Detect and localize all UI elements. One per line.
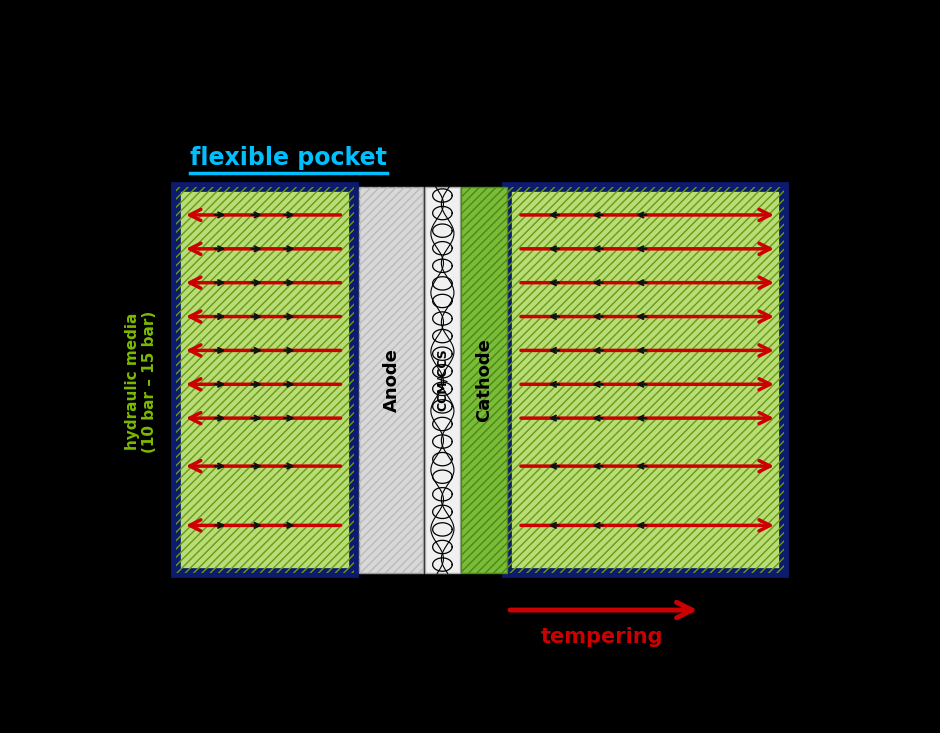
Bar — [176, 187, 354, 573]
Bar — [462, 187, 507, 573]
Bar — [508, 187, 784, 573]
Bar — [508, 187, 784, 573]
Bar — [462, 187, 507, 573]
Bar — [359, 187, 423, 573]
Text: Anode: Anode — [383, 348, 400, 412]
Bar — [425, 187, 460, 573]
Bar — [359, 187, 423, 573]
Text: CCM/CCS: CCM/CCS — [436, 349, 449, 411]
Text: Cathode: Cathode — [475, 338, 493, 422]
Text: flexible pocket: flexible pocket — [191, 146, 387, 170]
Text: tempering: tempering — [540, 627, 664, 647]
Bar — [176, 187, 354, 573]
Text: hydraulic media
(10 bar – 15 bar): hydraulic media (10 bar – 15 bar) — [125, 310, 157, 452]
